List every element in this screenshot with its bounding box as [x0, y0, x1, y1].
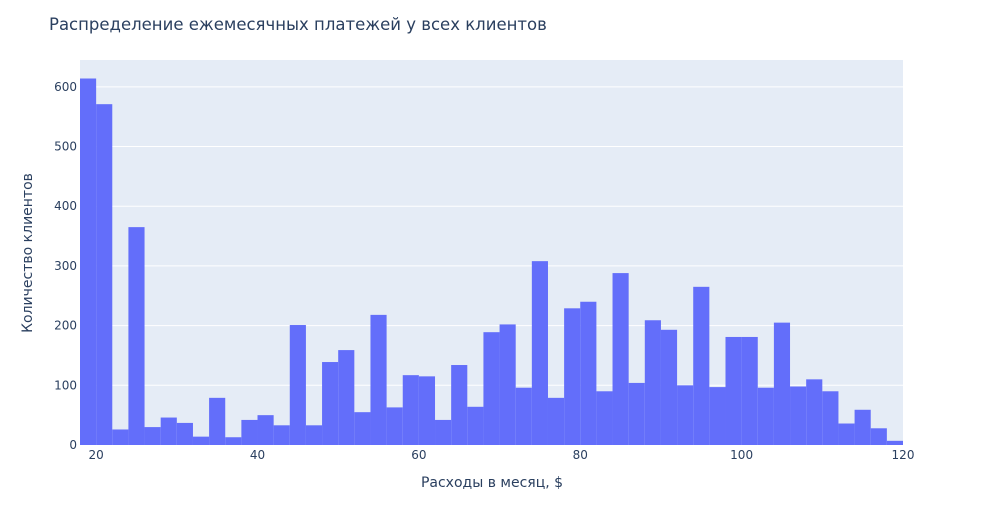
histogram-bar[interactable]	[531, 261, 548, 445]
histogram-bar[interactable]	[854, 409, 871, 445]
histogram-bar[interactable]	[176, 422, 193, 445]
y-tick-label: 100	[54, 378, 77, 392]
y-tick-label: 200	[54, 319, 77, 333]
histogram-bar[interactable]	[870, 428, 887, 445]
y-axis-title: Количество клиентов	[20, 173, 36, 333]
histogram-bar[interactable]	[354, 412, 371, 445]
histogram-bar[interactable]	[741, 336, 758, 445]
histogram-bar[interactable]	[725, 336, 742, 445]
histogram-bar[interactable]	[564, 308, 581, 445]
histogram-bar[interactable]	[612, 273, 629, 445]
histogram-bar[interactable]	[773, 322, 791, 445]
histogram-bar[interactable]	[241, 419, 258, 445]
histogram-bar[interactable]	[886, 440, 903, 445]
y-tick-label: 0	[69, 438, 77, 452]
histogram-bar[interactable]	[144, 427, 161, 445]
y-tick-label: 600	[54, 80, 77, 94]
histogram-bar[interactable]	[838, 423, 855, 445]
histogram-bar[interactable]	[225, 437, 242, 445]
gridlines	[80, 86, 903, 386]
histogram-bar[interactable]	[322, 362, 339, 445]
x-tick-label: 60	[411, 448, 426, 462]
x-tick-label: 80	[573, 448, 588, 462]
y-axis-ticks: 0 100 200 300 400 500 600	[54, 80, 77, 452]
x-axis-ticks: 20 40 60 80 100 120	[88, 448, 914, 462]
y-tick-label: 400	[54, 199, 77, 213]
histogram-bar[interactable]	[822, 391, 839, 445]
histogram-bar[interactable]	[418, 376, 436, 445]
histogram-bar[interactable]	[451, 365, 468, 445]
histogram-bar[interactable]	[209, 397, 226, 445]
y-tick-label: 300	[54, 259, 77, 273]
histogram-bar[interactable]	[515, 387, 532, 445]
x-tick-label: 20	[88, 448, 103, 462]
histogram-bar[interactable]	[677, 385, 694, 445]
histogram-bar[interactable]	[547, 397, 565, 445]
histogram-bar[interactable]	[305, 425, 323, 445]
histogram-bar[interactable]	[273, 425, 290, 445]
histogram-bar[interactable]	[580, 301, 597, 445]
x-tick-label: 120	[892, 448, 915, 462]
histogram-bar[interactable]	[257, 415, 274, 445]
bars	[80, 78, 903, 446]
histogram-bar[interactable]	[192, 436, 210, 445]
histogram-bar[interactable]	[386, 407, 403, 445]
histogram-bar[interactable]	[483, 332, 500, 445]
histogram-bar[interactable]	[644, 320, 661, 445]
histogram-bar[interactable]	[289, 325, 306, 445]
histogram-bar[interactable]	[112, 429, 129, 445]
histogram-bar[interactable]	[96, 104, 113, 446]
chart-title: Распределение ежемесячных платежей у все…	[49, 15, 547, 34]
histogram-bar[interactable]	[467, 406, 484, 445]
y-tick-label: 500	[54, 140, 77, 154]
histogram-bar[interactable]	[80, 78, 97, 445]
histogram-bar[interactable]	[709, 387, 726, 445]
histogram-bar[interactable]	[660, 329, 678, 445]
histogram-bar[interactable]	[499, 324, 516, 445]
histogram-bar[interactable]	[693, 286, 710, 445]
histogram-bar[interactable]	[160, 417, 177, 445]
histogram-bar[interactable]	[435, 419, 452, 445]
x-axis-title: Расходы в месяц, $	[421, 475, 563, 491]
histogram-bar[interactable]	[790, 386, 807, 445]
x-tick-label: 100	[730, 448, 753, 462]
histogram-bar[interactable]	[370, 314, 387, 445]
histogram-bar[interactable]	[596, 391, 613, 445]
histogram-bar[interactable]	[128, 227, 145, 445]
histogram-bar[interactable]	[402, 375, 419, 445]
histogram-bar[interactable]	[338, 350, 355, 445]
histogram-bar[interactable]	[757, 387, 774, 445]
histogram-bar[interactable]	[806, 379, 823, 445]
histogram-bar[interactable]	[628, 382, 645, 445]
x-tick-label: 40	[250, 448, 265, 462]
